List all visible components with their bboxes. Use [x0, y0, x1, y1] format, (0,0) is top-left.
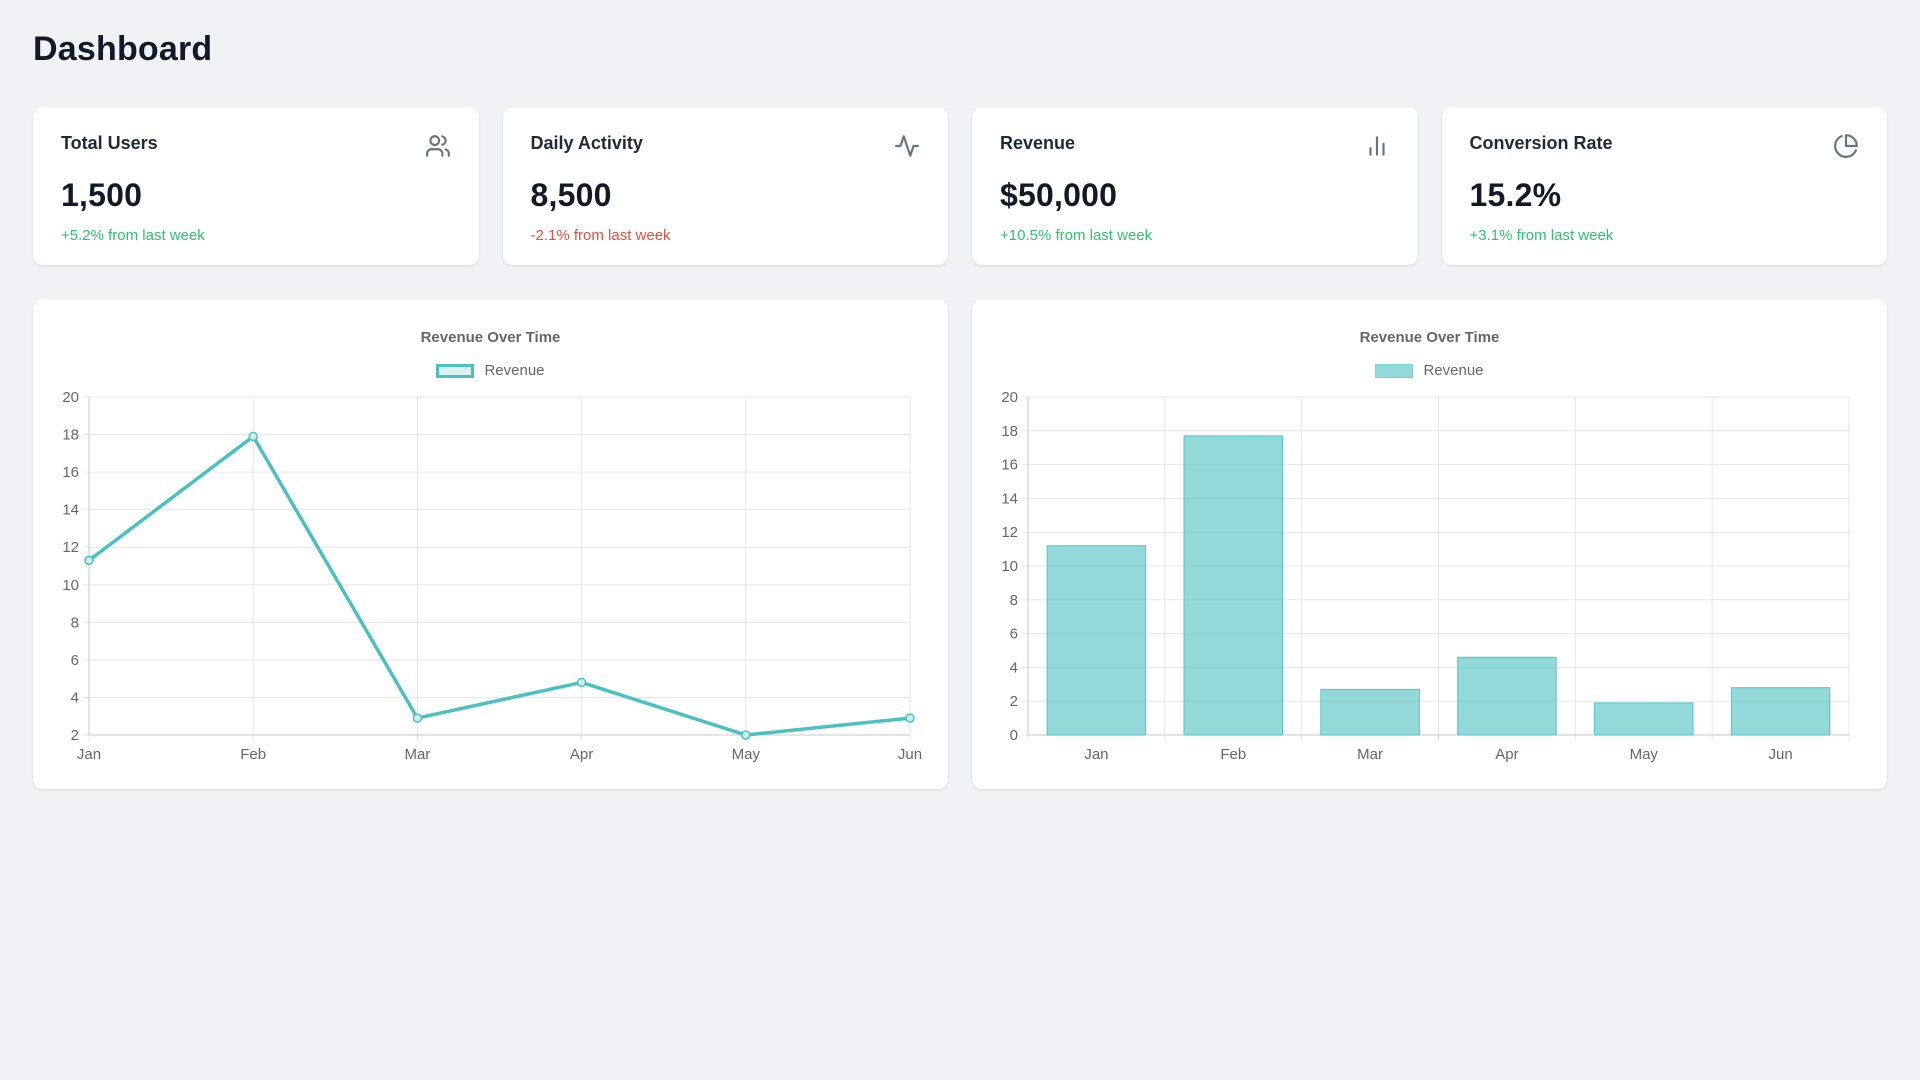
svg-text:18: 18 [62, 427, 79, 444]
svg-text:Feb: Feb [240, 746, 266, 763]
stat-card-header: Total Users [61, 133, 451, 159]
legend-label: Revenue [1423, 362, 1484, 379]
svg-text:16: 16 [1001, 457, 1018, 474]
pie-chart-icon [1833, 133, 1859, 159]
svg-text:Apr: Apr [570, 746, 593, 763]
stat-card-header: Revenue [1000, 133, 1390, 159]
line-chart-card: Revenue Over Time Revenue 2 4 6 8 10 12 14 16 18… [33, 299, 948, 789]
svg-text:14: 14 [1001, 490, 1018, 507]
stat-card-daily-activity: Daily Activity 8,500 -2.1% from last wee… [502, 107, 948, 265]
stat-change: +5.2% from last week [61, 227, 205, 244]
stat-card-conversion-rate: Conversion Rate 15.2% +3.1% from last we… [1441, 107, 1887, 265]
stats-row: Total Users 1,500 +5.2% from last week D… [33, 107, 1887, 265]
svg-text:10: 10 [1001, 558, 1018, 575]
page-title: Dashboard [33, 30, 213, 68]
svg-text:20: 20 [1001, 389, 1018, 406]
svg-text:May: May [732, 746, 761, 763]
svg-text:Jan: Jan [1084, 746, 1108, 763]
svg-text:10: 10 [62, 577, 79, 594]
svg-text:12: 12 [62, 539, 79, 556]
legend-item-revenue[interactable]: Revenue [51, 362, 930, 379]
stat-change: -2.1% from last week [530, 227, 671, 244]
stat-value: $50,000 [1000, 177, 1118, 213]
chart-title: Revenue Over Time [1359, 329, 1500, 346]
svg-text:Jun: Jun [898, 746, 922, 763]
svg-text:6: 6 [71, 652, 79, 669]
activity-icon [894, 133, 920, 159]
stat-card-revenue: Revenue $50,000 +10.5% from last week [972, 107, 1418, 265]
legend-swatch [1375, 363, 1414, 378]
line-chart[interactable]: 2 4 6 8 10 12 14 16 18 20 Jan Feb Mar Apr May Jun [51, 387, 930, 769]
svg-text:4: 4 [1010, 659, 1018, 676]
svg-text:2: 2 [71, 727, 79, 744]
svg-text:Feb: Feb [1220, 746, 1246, 763]
svg-text:Mar: Mar [1357, 746, 1383, 763]
stat-label: Conversion Rate [1469, 133, 1613, 153]
svg-text:Jun: Jun [1768, 746, 1792, 763]
svg-text:0: 0 [1010, 727, 1018, 744]
stat-change: +10.5% from last week [1000, 227, 1153, 244]
stat-label: Total Users [61, 133, 158, 153]
svg-text:2: 2 [1010, 693, 1018, 710]
svg-text:6: 6 [1010, 626, 1018, 643]
charts-row: Revenue Over Time Revenue 2 4 6 8 10 12 14 16 18… [33, 299, 1887, 789]
dashboard-page: Dashboard Total Users 1,500 +5.2% from l… [33, 30, 1887, 789]
svg-text:Apr: Apr [1495, 746, 1518, 763]
chart-title: Revenue Over Time [420, 329, 561, 346]
users-icon [425, 133, 451, 159]
stat-label: Revenue [1000, 133, 1076, 153]
legend-swatch [436, 363, 475, 378]
legend-item-revenue[interactable]: Revenue [990, 362, 1869, 379]
bar-chart[interactable]: 0 2 4 6 8 10 12 14 16 18 20 Jan Feb Mar Apr May Jun [990, 387, 1869, 769]
legend-label: Revenue [484, 362, 545, 379]
svg-text:14: 14 [62, 502, 79, 519]
stat-label: Daily Activity [530, 133, 643, 153]
stat-card-header: Conversion Rate [1470, 133, 1860, 159]
bar-chart-icon [1364, 133, 1390, 159]
svg-text:4: 4 [71, 689, 79, 706]
stat-card-total-users: Total Users 1,500 +5.2% from last week [33, 107, 479, 265]
svg-text:May: May [1630, 746, 1659, 763]
svg-text:18: 18 [1001, 423, 1018, 440]
stat-card-header: Daily Activity [531, 133, 921, 159]
bar-chart-card: Revenue Over Time Revenue 0 2 4 6 8 10 12 14 16 1… [972, 299, 1887, 789]
svg-text:Jan: Jan [77, 746, 101, 763]
stat-value: 1,500 [61, 177, 143, 213]
svg-text:16: 16 [62, 464, 79, 481]
stat-change: +3.1% from last week [1469, 227, 1614, 244]
svg-text:Mar: Mar [404, 746, 430, 763]
stat-value: 15.2% [1469, 177, 1562, 213]
svg-text:8: 8 [1010, 592, 1018, 609]
stat-value: 8,500 [530, 177, 612, 213]
svg-text:20: 20 [62, 389, 79, 406]
svg-text:8: 8 [71, 614, 79, 631]
svg-text:12: 12 [1001, 524, 1018, 541]
